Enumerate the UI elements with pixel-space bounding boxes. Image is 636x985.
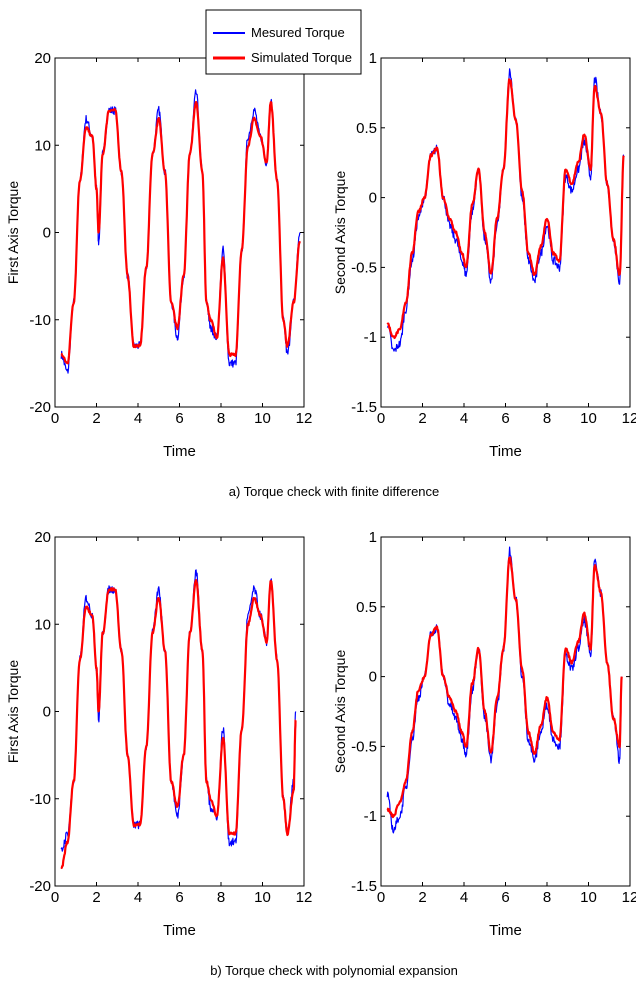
x-tick-label: 0 xyxy=(51,889,59,906)
y-axis-label: Second Axis Torque xyxy=(332,650,348,774)
y-tick-label: 0.5 xyxy=(356,599,377,616)
y-axis-label: First Axis Torque xyxy=(5,181,21,284)
x-tick-label: 8 xyxy=(217,410,225,427)
x-tick-label: 2 xyxy=(418,410,426,427)
x-tick-label: 8 xyxy=(217,889,225,906)
x-tick-label: 12 xyxy=(296,889,313,906)
series-line-simulated xyxy=(60,579,297,869)
y-tick-label: 0 xyxy=(43,225,51,242)
series-line-simulated xyxy=(386,556,623,819)
legend: Mesured Torque Simulated Torque xyxy=(205,9,362,75)
caption-b: b) Torque check with polynomial expansio… xyxy=(210,963,458,978)
plot-area xyxy=(380,57,631,408)
x-tick-label: 0 xyxy=(377,410,385,427)
legend-label-simulated: Simulated Torque xyxy=(251,50,352,65)
x-tick-label: 2 xyxy=(92,410,100,427)
series-line-simulated xyxy=(386,78,625,340)
y-tick-label: -0.5 xyxy=(351,738,377,755)
x-tick-label: 0 xyxy=(51,410,59,427)
panel-a-left: 0 2 4 6 8 10 12 -20 -10 0 10 20 Time First Axis Torqu… xyxy=(5,50,312,460)
x-tick-label: 0 xyxy=(377,889,385,906)
y-tick-label: 0 xyxy=(369,669,377,686)
y-axis-label: Second Axis Torque xyxy=(332,171,348,295)
legend-label-measured: Mesured Torque xyxy=(251,25,345,40)
y-tick-label: -1 xyxy=(364,329,377,346)
plot-area xyxy=(54,536,305,887)
panel-b-left: 0 2 4 6 8 10 12 -20 -10 0 10 20 Time First Axis Torqu… xyxy=(5,529,312,939)
panel-b-right: 0 2 4 6 8 10 12 -1.5 -1 -0.5 0 0.5 1 Time Second Axis … xyxy=(332,529,636,939)
y-tick-label: -10 xyxy=(29,791,51,808)
y-tick-label: 1 xyxy=(369,529,377,546)
x-tick-label: 10 xyxy=(254,410,271,427)
y-tick-label: 1 xyxy=(369,50,377,67)
x-tick-label: 12 xyxy=(622,889,636,906)
panel-a-right: 0 2 4 6 8 10 12 -1.5 -1 -0.5 0 0.5 1 Time Second Axis … xyxy=(332,50,636,460)
x-tick-label: 10 xyxy=(254,889,271,906)
x-tick-label: 6 xyxy=(175,889,183,906)
y-tick-label: -10 xyxy=(29,312,51,329)
plot-area xyxy=(380,536,631,887)
x-tick-label: 10 xyxy=(580,410,597,427)
x-tick-label: 6 xyxy=(501,889,509,906)
y-tick-label: -0.5 xyxy=(351,259,377,276)
caption-a: a) Torque check with finite difference xyxy=(229,484,440,499)
y-tick-label: -1.5 xyxy=(351,878,377,895)
x-axis-label: Time xyxy=(489,443,522,460)
y-tick-label: -20 xyxy=(29,399,51,416)
x-tick-label: 4 xyxy=(460,889,468,906)
x-tick-label: 10 xyxy=(580,889,597,906)
y-axis-label: First Axis Torque xyxy=(5,660,21,763)
x-tick-label: 6 xyxy=(175,410,183,427)
y-tick-label: -1 xyxy=(364,808,377,825)
x-axis-label: Time xyxy=(163,443,196,460)
x-tick-label: 8 xyxy=(543,889,551,906)
y-tick-label: 10 xyxy=(34,616,51,633)
x-tick-label: 12 xyxy=(296,410,313,427)
x-tick-label: 2 xyxy=(418,889,426,906)
x-tick-label: 2 xyxy=(92,889,100,906)
x-axis-label: Time xyxy=(489,922,522,939)
y-tick-label: 20 xyxy=(34,50,51,67)
y-tick-label: 0 xyxy=(43,704,51,721)
x-axis-label: Time xyxy=(163,922,196,939)
y-tick-label: 0 xyxy=(369,190,377,207)
y-tick-label: 20 xyxy=(34,529,51,546)
legend-box xyxy=(205,9,362,75)
plot-area xyxy=(54,57,305,408)
y-tick-label: 0.5 xyxy=(356,120,377,137)
x-tick-label: 4 xyxy=(134,410,142,427)
series-line-simulated xyxy=(60,100,301,365)
x-tick-label: 6 xyxy=(501,410,509,427)
y-tick-label: -1.5 xyxy=(351,399,377,416)
y-tick-label: -20 xyxy=(29,878,51,895)
x-tick-label: 4 xyxy=(134,889,142,906)
y-tick-label: 10 xyxy=(34,137,51,154)
x-tick-label: 8 xyxy=(543,410,551,427)
x-tick-label: 12 xyxy=(622,410,636,427)
x-tick-label: 4 xyxy=(460,410,468,427)
